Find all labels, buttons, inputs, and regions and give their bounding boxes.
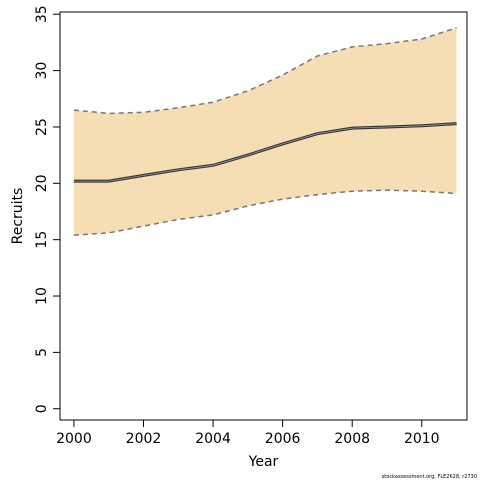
y-tick-label: 25 [34, 118, 50, 136]
y-axis-ticks: 0 5 10 15 20 25 30 35 [34, 5, 60, 413]
y-tick-label: 20 [34, 174, 50, 192]
footer-note: stockassessment.org, FLE2628, r2730 [382, 474, 477, 480]
bound-lines-layer [73, 27, 457, 236]
x-tick-label: 2006 [265, 431, 301, 447]
upper-bound-line [73, 27, 457, 115]
x-tick-label: 2010 [404, 431, 440, 447]
y-tick-label: 0 [34, 404, 50, 413]
y-axis-title: Recruits [10, 188, 26, 245]
y-tick-label: 35 [34, 5, 50, 23]
x-tick-label: 2004 [195, 431, 231, 447]
lower-bound-line [73, 189, 457, 236]
y-tick-label: 10 [34, 287, 50, 305]
x-axis-title: Year [248, 454, 279, 470]
x-tick-label: 2002 [126, 431, 162, 447]
estimate-line-layer [73, 122, 457, 183]
x-tick-label: 2000 [56, 431, 92, 447]
estimate-line-highlight [73, 123, 457, 182]
x-axis-ticks: 2000 2002 2004 2006 2008 2010 [56, 420, 440, 447]
confidence-band-layer [73, 27, 457, 236]
plot-frame [59, 11, 468, 421]
confidence-band [73, 27, 457, 236]
y-tick-label: 30 [34, 62, 50, 80]
y-tick-label: 15 [34, 231, 50, 249]
y-tick-label: 5 [34, 348, 50, 357]
x-tick-label: 2008 [334, 431, 370, 447]
